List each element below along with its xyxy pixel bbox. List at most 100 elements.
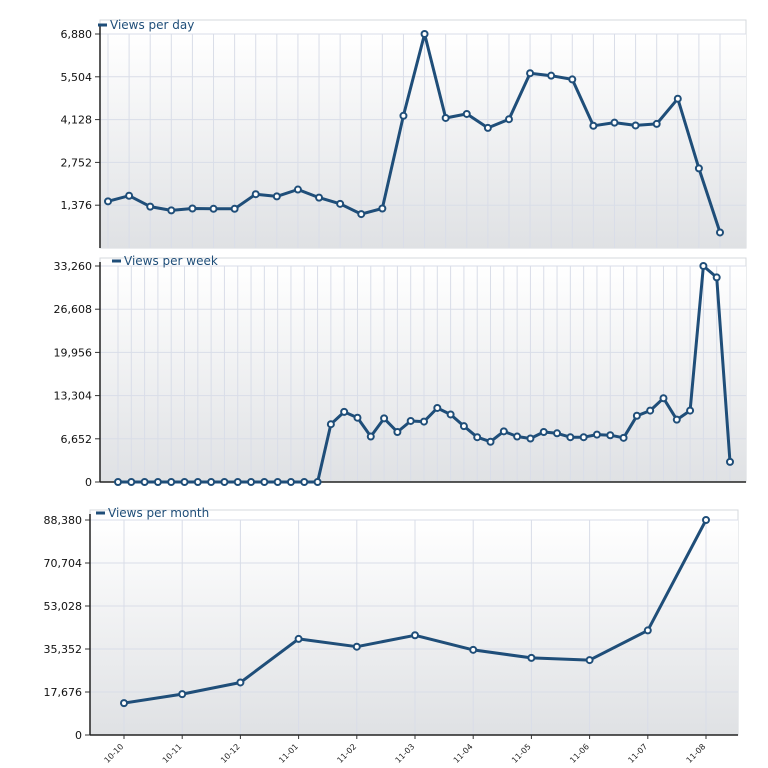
data-point — [380, 414, 389, 423]
data-point — [659, 394, 668, 403]
data-point — [313, 478, 322, 486]
data-point — [140, 478, 149, 486]
y-tick-label: 88,380 — [44, 514, 83, 527]
data-point — [366, 432, 375, 441]
data-point — [589, 121, 598, 130]
data-point — [167, 206, 176, 215]
data-point — [716, 228, 724, 237]
data-point — [592, 430, 601, 439]
data-point — [146, 202, 155, 211]
data-point — [104, 197, 112, 206]
data-point — [220, 478, 229, 486]
legend-label: Views per month — [108, 506, 209, 520]
data-point — [652, 119, 661, 128]
data-point — [247, 478, 256, 486]
data-point — [469, 645, 478, 654]
views-per-day-svg: 6,880 5,504 4,128 2,752 1,376 Views per day — [61, 18, 747, 249]
data-point — [579, 433, 588, 442]
y-tick-label: 1,376 — [61, 199, 93, 212]
plot-area — [100, 266, 746, 482]
data-point — [483, 123, 492, 132]
y-tick-label: 0 — [85, 476, 92, 489]
data-point — [236, 678, 245, 687]
data-point — [420, 30, 429, 38]
data-point — [286, 478, 295, 486]
data-point — [273, 478, 282, 486]
data-point — [526, 69, 535, 78]
data-point — [178, 690, 187, 699]
x-tick-label: 11-02 — [335, 742, 358, 765]
data-point — [702, 516, 710, 524]
data-point — [553, 429, 562, 438]
data-point — [399, 111, 408, 120]
data-point — [167, 478, 176, 486]
x-tick-label: 11-04 — [452, 742, 475, 765]
data-point — [539, 427, 548, 436]
data-point — [193, 478, 202, 486]
data-point — [378, 204, 387, 213]
x-tick-label: 10-12 — [219, 742, 242, 765]
data-point — [411, 631, 419, 640]
y-tick-label: 4,128 — [61, 114, 93, 127]
data-point — [459, 422, 468, 431]
x-tick-label: 10-11 — [161, 742, 184, 765]
data-point — [712, 273, 721, 282]
data-point — [699, 262, 708, 270]
data-point — [566, 433, 575, 442]
data-point — [568, 75, 577, 84]
data-point — [526, 434, 535, 443]
data-point — [153, 478, 162, 486]
data-point — [251, 190, 260, 199]
data-point — [694, 164, 703, 173]
views-per-day-chart: 6,880 5,504 4,128 2,752 1,376 Views per day — [0, 0, 768, 250]
data-point — [336, 199, 345, 208]
plot-area — [100, 34, 746, 248]
x-tick-label: 11-03 — [394, 742, 417, 765]
y-tick-label: 6,652 — [61, 433, 93, 446]
data-point — [352, 642, 361, 651]
data-point — [606, 431, 615, 440]
x-tick-label: 11-06 — [568, 742, 591, 765]
data-point — [610, 118, 619, 127]
data-point — [180, 478, 189, 486]
data-point — [300, 478, 309, 486]
data-point — [585, 656, 594, 665]
data-point — [473, 433, 482, 442]
data-point — [120, 699, 128, 708]
data-point — [353, 413, 362, 422]
y-tick-label: 19,956 — [54, 346, 93, 359]
data-point — [406, 416, 415, 425]
y-tick-label: 0 — [75, 729, 82, 742]
data-point — [393, 427, 402, 436]
data-point — [340, 407, 349, 416]
x-tick-label: 11-05 — [510, 742, 533, 765]
y-tick-label: 17,676 — [44, 686, 83, 699]
data-point — [293, 185, 302, 194]
x-tick-label: 11-07 — [626, 742, 649, 765]
data-point — [114, 478, 122, 486]
data-point — [504, 115, 513, 124]
data-point — [513, 432, 522, 441]
y-tick-label: 5,504 — [61, 71, 93, 84]
legend-label: Views per week — [124, 254, 218, 268]
x-tick-label: 11-01 — [277, 742, 300, 765]
data-point — [125, 191, 134, 200]
y-tick-label: 33,260 — [54, 260, 93, 273]
data-point — [486, 437, 495, 446]
data-point — [441, 113, 450, 122]
data-point — [127, 478, 136, 486]
y-tick-label: 2,752 — [61, 156, 93, 169]
data-point — [619, 433, 628, 442]
data-point — [207, 478, 216, 486]
data-point — [420, 417, 428, 426]
data-point — [631, 121, 640, 130]
x-tick-label: 11-08 — [685, 742, 708, 765]
y-tick-label: 13,304 — [54, 390, 93, 403]
data-point — [357, 210, 366, 219]
views-per-week-svg: 33,260 26,608 19,956 13,304 6,652 0 Views per … — [54, 254, 747, 489]
data-point — [499, 427, 508, 436]
views-per-week-chart: 33,260 26,608 19,956 13,304 6,652 0 Views per … — [0, 252, 768, 498]
data-point — [643, 626, 652, 635]
data-point — [726, 457, 734, 466]
y-tick-label: 6,880 — [61, 28, 93, 41]
